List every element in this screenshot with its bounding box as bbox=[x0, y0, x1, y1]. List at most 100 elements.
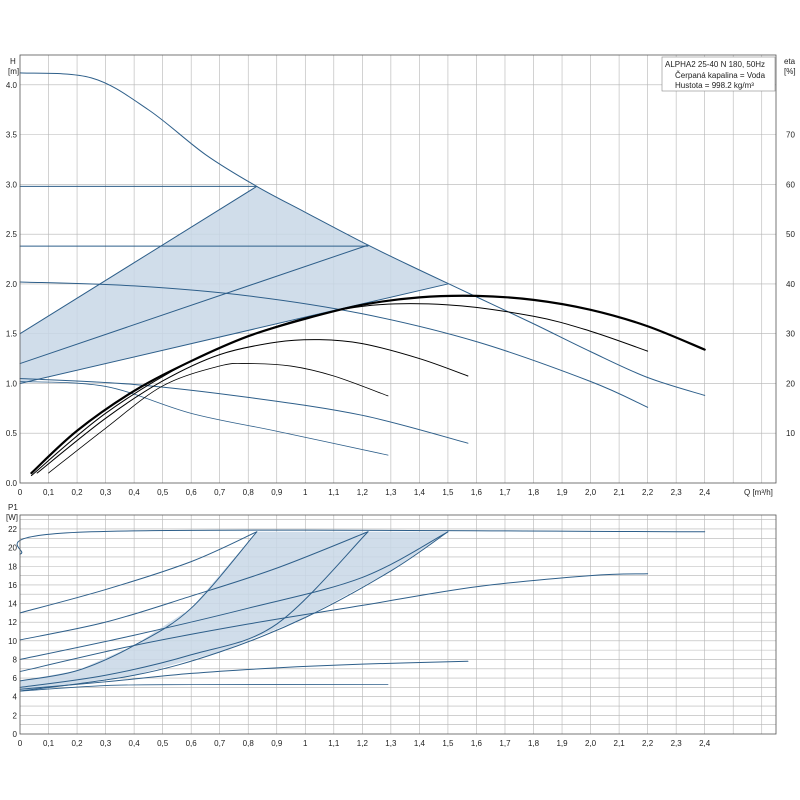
power-power-curve-5 bbox=[19, 531, 369, 688]
power-power-curve-3 bbox=[19, 531, 449, 660]
power-y-axis-label: P1 bbox=[8, 503, 18, 512]
head-x-tick-4: 0,4 bbox=[129, 488, 141, 497]
head-y2-tick-5: 60 bbox=[786, 180, 795, 189]
power-power-curve-0 bbox=[16, 529, 706, 555]
legend-box: ALPHA2 25-40 N 180, 50Hz Čerpaná kapalin… bbox=[661, 56, 776, 92]
head-y2-axis-label: eta bbox=[784, 57, 796, 66]
power-x-tick-23: 2,3 bbox=[671, 739, 683, 748]
head-x-tick-7: 0,7 bbox=[214, 488, 226, 497]
power-x-tick-1: 0,1 bbox=[43, 739, 55, 748]
head-x-tick-10: 1 bbox=[303, 488, 308, 497]
head-x-tick-17: 1,7 bbox=[499, 488, 511, 497]
power-x-tick-11: 1,1 bbox=[328, 739, 340, 748]
head-series-group bbox=[19, 72, 706, 477]
power-x-tick-21: 2,1 bbox=[614, 739, 626, 748]
head-x-tick-13: 1,3 bbox=[385, 488, 397, 497]
head-head-curve-7 bbox=[19, 377, 469, 444]
head-x-tick-6: 0,6 bbox=[186, 488, 198, 497]
head-x-tick-21: 2,1 bbox=[614, 488, 626, 497]
power-x-tick-12: 1,2 bbox=[357, 739, 369, 748]
power-y-axis-unit: [W] bbox=[6, 513, 18, 522]
power-y-tick-7: 14 bbox=[8, 600, 17, 609]
power-y-tick-9: 18 bbox=[8, 562, 17, 571]
head-y2-tick-3: 40 bbox=[786, 280, 795, 289]
power-y-tick-10: 20 bbox=[8, 544, 17, 553]
head-head-curve-6 bbox=[19, 281, 649, 408]
power-x-tick-6: 0,6 bbox=[186, 739, 198, 748]
head-y-tick-labels: 0.0 0.5 1.0 1.5 2.0 2.5 3.0 3.5 4.0 bbox=[6, 81, 18, 488]
power-y-tick-0: 0 bbox=[13, 730, 18, 739]
head-x-tick-9: 0,9 bbox=[271, 488, 283, 497]
power-x-tick-15: 1,5 bbox=[442, 739, 454, 748]
power-x-tick-5: 0,5 bbox=[157, 739, 169, 748]
head-y-axis-label: H bbox=[10, 57, 16, 66]
power-x-tick-3: 0,3 bbox=[100, 739, 112, 748]
head-operating-area bbox=[20, 186, 448, 384]
head-head-curve-8 bbox=[19, 381, 389, 456]
head-eta-curve-10 bbox=[30, 303, 649, 477]
head-y-tick-0: 0.0 bbox=[6, 479, 18, 488]
head-y-tick-4: 2.0 bbox=[6, 280, 18, 289]
power-x-tick-0: 0 bbox=[18, 739, 23, 748]
head-panel: 0 0,1 0,2 0,3 0,4 0,5 0,6 0,7 0,8 0,9 1 1,1 1,2 1,3 1,… bbox=[6, 54, 796, 497]
power-y-tick-8: 16 bbox=[8, 581, 17, 590]
head-x-tick-14: 1,4 bbox=[414, 488, 426, 497]
head-head-curve-4 bbox=[19, 244, 369, 365]
legend-line-density: Hustota = 998.2 kg/m³ bbox=[675, 81, 754, 90]
head-x-tick-1: 0,1 bbox=[43, 488, 55, 497]
power-x-tick-22: 2,2 bbox=[642, 739, 654, 748]
head-head-curve-0 bbox=[19, 72, 706, 396]
power-series-group bbox=[16, 529, 706, 692]
power-x-tick-labels: 0 0,1 0,2 0,3 0,4 0,5 0,6 0,7 0,8 0,9 1 1,1 1,2 1,3 1,… bbox=[18, 739, 711, 748]
legend-line-model: ALPHA2 25-40 N 180, 50Hz bbox=[665, 60, 765, 69]
head-y2-tick-1: 20 bbox=[786, 379, 795, 388]
power-x-tick-24: 2,4 bbox=[699, 739, 711, 748]
power-y-tick-2: 4 bbox=[13, 693, 18, 702]
power-x-tick-16: 1,6 bbox=[471, 739, 483, 748]
head-x-tick-20: 2,0 bbox=[585, 488, 597, 497]
power-y-tick-1: 2 bbox=[13, 711, 18, 720]
power-power-curve-1 bbox=[19, 531, 258, 614]
power-y-tick-3: 6 bbox=[13, 674, 18, 683]
head-x-tick-23: 2,3 bbox=[671, 488, 683, 497]
power-y-tick-11: 22 bbox=[8, 525, 17, 534]
power-x-tick-20: 2,0 bbox=[585, 739, 597, 748]
power-y-tick-4: 8 bbox=[13, 655, 18, 664]
power-power-curve-9 bbox=[19, 684, 389, 692]
power-x-tick-19: 1,9 bbox=[556, 739, 568, 748]
power-power-curve-6 bbox=[19, 531, 449, 692]
power-y-tick-labels: 0 2 4 6 8 10 12 14 16 18 20 22 bbox=[8, 525, 17, 739]
power-x-tick-9: 0,9 bbox=[271, 739, 283, 748]
head-eta-curve-11 bbox=[36, 339, 469, 474]
head-y2-tick-0: 10 bbox=[786, 429, 795, 438]
power-x-tick-2: 0,2 bbox=[71, 739, 83, 748]
head-x-tick-0: 0 bbox=[18, 488, 23, 497]
power-power-curve-2 bbox=[19, 531, 369, 641]
head-x-axis-label: Q [m³/h] bbox=[744, 488, 773, 497]
head-y-tick-2: 1.0 bbox=[6, 379, 18, 388]
power-x-tick-8: 0,8 bbox=[243, 739, 255, 748]
head-eta-curve-12 bbox=[48, 362, 389, 474]
power-x-tick-17: 1,7 bbox=[499, 739, 511, 748]
power-panel: 0 0,1 0,2 0,3 0,4 0,5 0,6 0,7 0,8 0,9 1 1,1 1,2 1,3 1,… bbox=[6, 503, 777, 748]
power-plot-frame bbox=[19, 514, 777, 735]
power-power-curve-8 bbox=[19, 660, 469, 690]
head-y2-tick-2: 30 bbox=[786, 330, 795, 339]
head-y2-tick-4: 50 bbox=[786, 230, 795, 239]
head-y-tick-6: 3.0 bbox=[6, 180, 18, 189]
head-x-tick-15: 1,5 bbox=[442, 488, 454, 497]
power-power-curve-4 bbox=[19, 531, 258, 682]
head-head-curve-3 bbox=[19, 185, 258, 335]
head-y-tick-8: 4.0 bbox=[6, 81, 18, 90]
head-x-tick-11: 1,1 bbox=[328, 488, 340, 497]
head-y2-tick-labels: 10 20 30 40 50 60 70 bbox=[786, 131, 795, 439]
power-x-tick-14: 1,4 bbox=[414, 739, 426, 748]
head-x-tick-19: 1,9 bbox=[556, 488, 568, 497]
head-eta-curve-9 bbox=[30, 294, 706, 475]
head-y2-tick-6: 70 bbox=[786, 131, 795, 140]
head-y-tick-3: 1.5 bbox=[6, 330, 18, 339]
head-x-tick-12: 1,2 bbox=[357, 488, 369, 497]
head-x-tick-18: 1,8 bbox=[528, 488, 540, 497]
legend-line-fluid: Čerpaná kapalina = Voda bbox=[675, 71, 766, 80]
